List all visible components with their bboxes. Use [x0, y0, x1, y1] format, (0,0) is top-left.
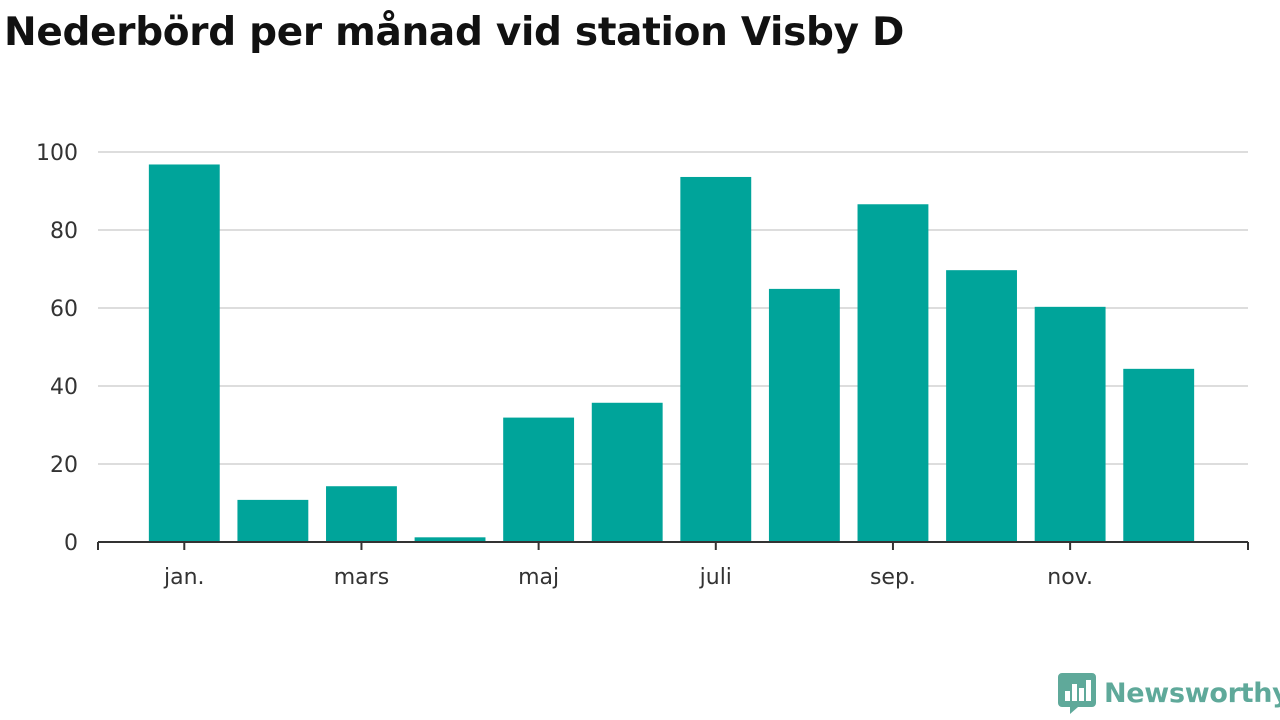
y-tick-label: 40	[50, 375, 78, 400]
x-tick-label: sep.	[870, 565, 916, 590]
axes	[97, 541, 1249, 550]
bar-feb[interactable]	[237, 499, 309, 542]
tick-labels: 0 20 40 60 80 100 jan. mars maj juli sep. nov.	[36, 141, 1093, 590]
y-tick-label: 100	[36, 141, 78, 166]
bar-aug[interactable]	[768, 288, 840, 542]
chart-title: Nederbörd per månad vid station Visby D	[4, 10, 905, 55]
bar-maj[interactable]	[503, 417, 575, 542]
bar-sep[interactable]	[857, 204, 929, 542]
brand-name: Newsworthy	[1104, 677, 1280, 709]
x-tick-label: nov.	[1047, 565, 1093, 590]
bars	[148, 164, 1195, 543]
bar-dec[interactable]	[1123, 368, 1195, 542]
x-tick-label: juli	[699, 565, 732, 590]
x-tick-label: mars	[334, 565, 389, 590]
bar-nov[interactable]	[1034, 306, 1106, 542]
x-tick-label: jan.	[163, 565, 205, 590]
bar-mars[interactable]	[326, 486, 397, 542]
y-tick-label: 80	[50, 219, 78, 244]
x-tick-label: maj	[518, 565, 559, 590]
y-tick-label: 60	[50, 297, 78, 322]
newsworthy-icon	[1058, 673, 1096, 714]
bar-jan[interactable]	[148, 164, 220, 543]
bar-juni[interactable]	[591, 402, 663, 542]
bar-okt[interactable]	[946, 270, 1017, 542]
bar-juli[interactable]	[680, 176, 752, 542]
y-tick-label: 0	[64, 531, 78, 556]
bar-apr[interactable]	[414, 537, 486, 542]
y-tick-label: 20	[50, 453, 78, 478]
newsworthy-logo[interactable]: Newsworthy	[1058, 671, 1280, 715]
